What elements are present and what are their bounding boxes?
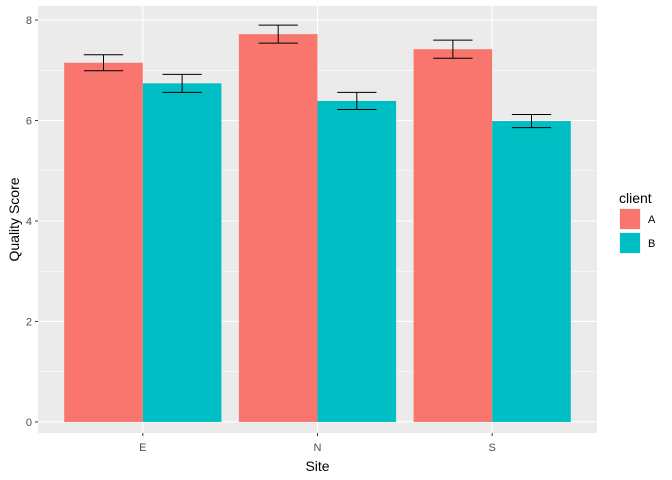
- y-tick-label: 4: [26, 216, 32, 228]
- error-bar-B-S: [511, 114, 552, 129]
- x-tick-label: N: [314, 442, 322, 454]
- legend-label-A: A: [648, 214, 656, 226]
- x-tick-label: S: [489, 442, 496, 454]
- bar-A-S: [413, 49, 493, 422]
- error-bars: [83, 24, 552, 129]
- error-bar-B-E: [162, 73, 202, 93]
- y-axis-title: Quality Score: [6, 177, 22, 261]
- legend-swatch-B: [620, 233, 640, 253]
- legend-swatch-A: [620, 209, 640, 229]
- y-tick-label: 0: [26, 417, 32, 429]
- error-bar-A-N: [258, 24, 298, 44]
- y-tick-label: 6: [26, 116, 32, 128]
- bar-B-N: [317, 100, 397, 422]
- legend: client AB: [619, 190, 656, 254]
- error-bar-A-E: [83, 54, 124, 72]
- bars: [64, 34, 571, 422]
- x-axis-title: Site: [305, 458, 329, 474]
- y-tick-label: 8: [26, 15, 32, 27]
- bar-A-N: [238, 34, 318, 422]
- bar-B-S: [492, 121, 571, 422]
- x-tick-label: E: [139, 442, 146, 454]
- y-tick-label: 2: [26, 316, 32, 328]
- error-bar-B-N: [337, 91, 377, 110]
- legend-title: client: [619, 190, 652, 206]
- bar-A-E: [64, 62, 143, 422]
- legend-label-B: B: [648, 238, 655, 250]
- bar-B-E: [142, 83, 222, 422]
- error-bar-A-S: [433, 39, 473, 59]
- y-axis: 0 2 4 6 8: [26, 15, 38, 429]
